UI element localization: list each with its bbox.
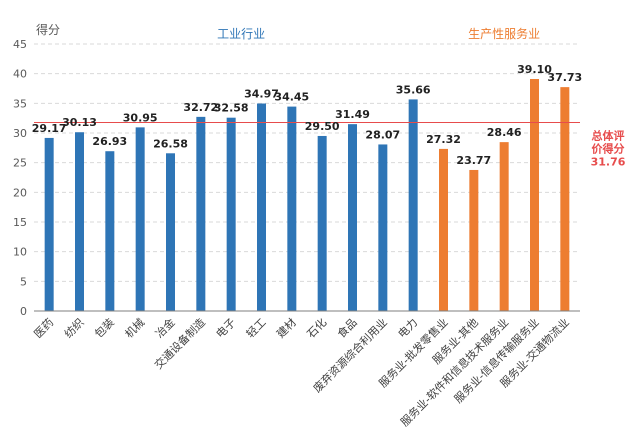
bar [317,135,327,311]
bar-value-label: 34.97 [244,88,279,101]
bar [378,144,388,311]
category-label: 电力 [396,316,421,341]
category-label: 机械 [122,315,147,340]
bar-value-label: 34.45 [274,91,309,104]
reference-line-label: 总体评 [592,129,625,143]
bar [439,148,448,311]
bar-value-label: 32.72 [183,101,218,114]
y-axis-title: 得分 [36,22,60,37]
bars [44,79,570,312]
group-label-services: 生产性服务业 [468,26,540,41]
bar-value-label: 39.10 [517,63,552,76]
gridlines [34,43,580,282]
bar [135,127,145,311]
bar [530,79,539,311]
bar [75,132,84,311]
bar [499,142,509,311]
category-label: 纺织 [61,315,86,340]
y-tick-label: 30 [13,127,27,140]
bar-value-label: 30.13 [62,116,97,129]
category-label: 冶金 [152,315,177,340]
bar [348,124,357,311]
bar [166,153,175,311]
category-label: 石化 [304,315,329,340]
bar-value-label: 37.73 [547,71,582,84]
y-tick-label: 25 [13,157,27,170]
y-tick-label: 5 [20,275,27,288]
bar [469,169,479,311]
bar-value-label: 31.49 [335,108,370,121]
bar [226,117,236,311]
reference-line-label: 价得分 [592,142,625,156]
category-label: 包装 [92,316,117,341]
bar [560,87,570,311]
y-tick-label: 0 [20,305,27,318]
bar [196,116,206,312]
y-tick-label: 45 [13,38,27,51]
bar-value-label: 27.32 [426,133,461,146]
y-tick-label: 35 [13,97,27,110]
y-tick-label: 15 [13,216,27,229]
y-axis-ticks: 0 5 10 15 20 25 30 35 40 45 [13,38,27,318]
bar-value-label: 28.46 [487,126,522,139]
bar-value-label: 28.07 [365,128,400,141]
bar [408,99,418,312]
bar-value-label: 26.93 [92,135,127,148]
category-label: 建材 [273,315,298,340]
category-label: 食品 [334,315,359,340]
bar [257,103,266,312]
reference-line-label: 31.76 [591,156,626,169]
category-label: 电子 [214,316,239,341]
bar [105,151,115,311]
y-tick-label: 40 [13,68,27,81]
category-label: 医药 [32,316,57,341]
bar-value-label: 35.66 [396,83,431,96]
bar [287,106,297,311]
group-label-industry: 工业行业 [217,27,265,41]
category-label: 轻工 [243,315,268,340]
y-tick-label: 20 [13,186,27,199]
bar-value-label: 26.58 [153,137,188,150]
bar [44,137,54,311]
bar-value-label: 29.50 [305,120,340,133]
bar-value-label: 30.95 [123,111,158,124]
bar-value-label: 23.77 [456,154,491,167]
bar-value-label: 32.58 [214,102,249,115]
bar-value-label: 29.17 [32,122,67,135]
y-tick-label: 10 [13,246,27,259]
